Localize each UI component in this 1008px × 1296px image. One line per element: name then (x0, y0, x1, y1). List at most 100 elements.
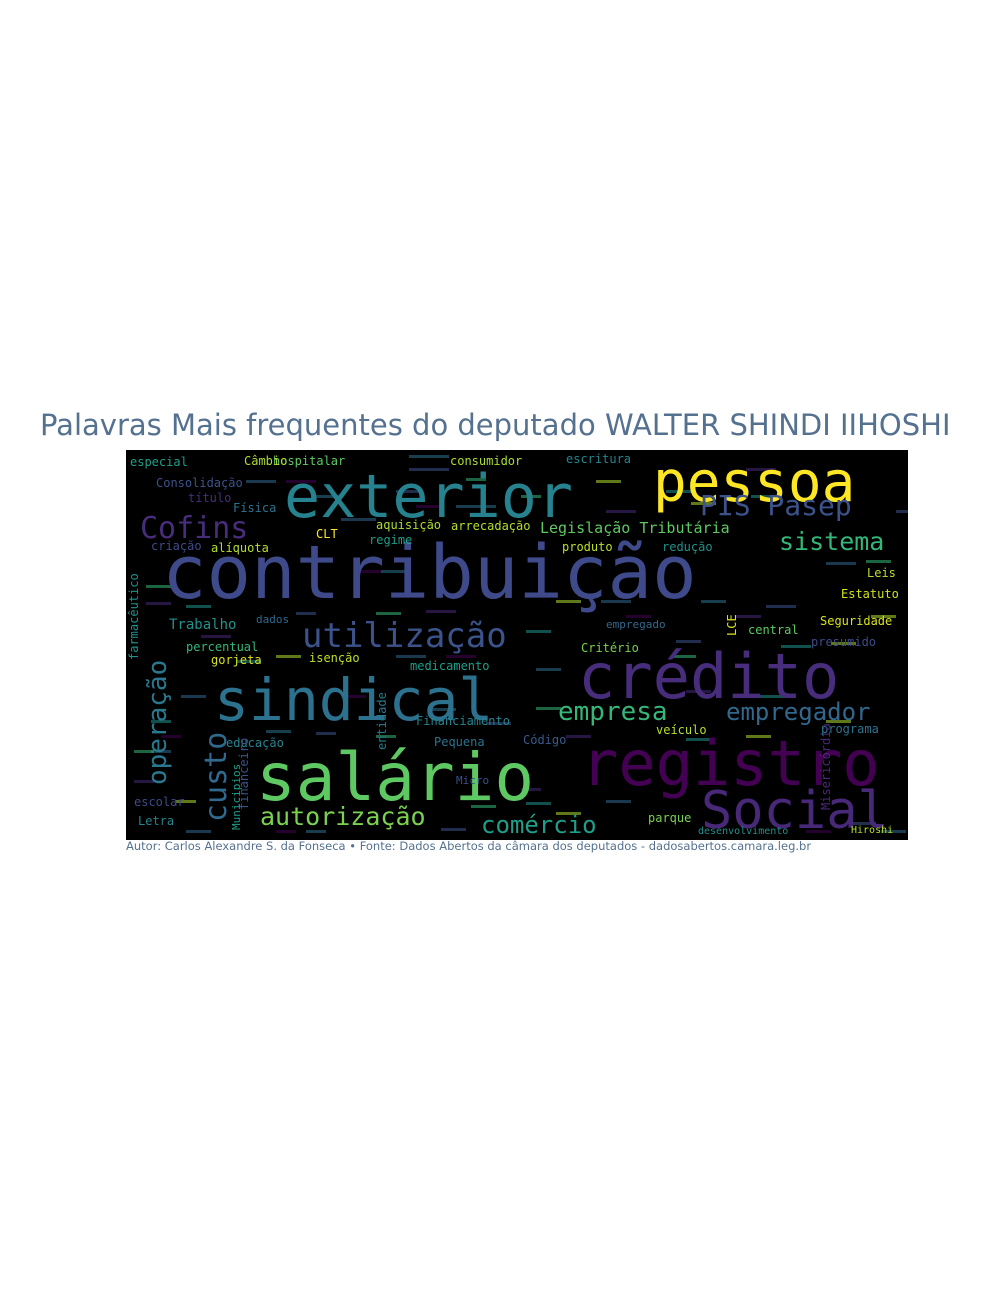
minor-word-mark (446, 655, 476, 658)
cloud-word: sistema (779, 527, 884, 556)
cloud-word: escritura (566, 452, 631, 466)
cloud-word: hospitalar (273, 454, 345, 468)
cloud-word: presumido (811, 635, 876, 649)
minor-word-mark (536, 707, 561, 710)
minor-word-mark (691, 502, 716, 505)
minor-word-mark (666, 490, 696, 493)
cloud-word: Misericórdia (819, 723, 833, 810)
minor-word-mark (456, 505, 496, 508)
minor-word-mark (134, 780, 154, 783)
minor-word-mark (151, 750, 171, 753)
minor-word-mark (781, 645, 811, 648)
cloud-word: isenção (309, 651, 360, 665)
cloud-word: comércio (481, 811, 597, 839)
cloud-word: produto (562, 540, 613, 554)
cloud-word: operação (143, 660, 173, 785)
cloud-word: parque (648, 811, 691, 825)
cloud-word: arrecadação (451, 519, 530, 533)
minor-word-mark (806, 830, 831, 833)
minor-word-mark (381, 570, 406, 573)
minor-word-mark (416, 505, 441, 508)
minor-word-mark (186, 830, 211, 833)
minor-word-mark (376, 612, 401, 615)
cloud-word: alíquota (211, 541, 269, 555)
minor-word-mark (201, 635, 231, 638)
cloud-word: empregado (606, 618, 666, 631)
minor-word-mark (396, 655, 426, 658)
page-title: Palavras Mais frequentes do deputado WAL… (40, 408, 951, 442)
cloud-word: Câmbio (244, 454, 287, 468)
cloud-word: autorização (260, 802, 426, 831)
cloud-word: Legislação Tributária (540, 519, 730, 537)
minor-word-mark (471, 805, 496, 808)
cloud-word: farmacêutico (127, 573, 141, 660)
cloud-word: medicamento (410, 659, 489, 673)
minor-word-mark (276, 655, 301, 658)
cloud-word: título (188, 491, 231, 505)
minor-word-mark (596, 480, 621, 483)
cloud-word: LCE (725, 614, 739, 636)
cloud-word: Critério (581, 641, 639, 655)
cloud-word: educação (226, 736, 284, 750)
cloud-word: Consolidação (156, 476, 243, 490)
minor-word-mark (146, 602, 171, 605)
cloud-word: aquisição (376, 518, 441, 532)
minor-word-mark (556, 600, 581, 603)
cloud-word: Cofins (140, 511, 248, 546)
cloud-word: Código (523, 733, 566, 747)
cloud-word: contribuição (162, 530, 697, 616)
minor-word-mark (236, 660, 261, 663)
source-footer: Autor: Carlos Alexandre S. da Fonseca • … (126, 839, 812, 853)
cloud-word: pessoa (653, 450, 855, 515)
minor-word-mark (686, 690, 711, 693)
minor-word-mark (756, 695, 786, 698)
cloud-word: criação (151, 539, 202, 553)
minor-word-mark (134, 750, 154, 753)
minor-word-mark (766, 605, 796, 608)
cloud-word: gorjeta (211, 653, 262, 667)
minor-word-mark (356, 570, 381, 573)
cloud-word: entidade (375, 692, 389, 750)
cloud-word: consumidor (450, 454, 522, 468)
minor-word-mark (341, 518, 376, 521)
minor-word-mark (671, 655, 696, 658)
cloud-word: utilização (302, 616, 507, 656)
minor-word-mark (736, 615, 761, 618)
minor-word-mark (871, 615, 896, 618)
minor-word-mark (161, 735, 181, 738)
cloud-word: percentual (186, 640, 258, 654)
minor-word-mark (296, 612, 316, 615)
cloud-word: CLT (316, 527, 338, 541)
minor-word-mark (341, 695, 366, 698)
cloud-word: escolar (134, 795, 185, 809)
minor-word-mark (626, 615, 651, 618)
cloud-word: Seguridade (820, 614, 892, 628)
cloud-word: registro (581, 727, 880, 800)
minor-word-mark (276, 830, 296, 833)
minor-word-mark (606, 800, 631, 803)
minor-word-mark (701, 600, 726, 603)
cloud-word: programa (821, 722, 879, 736)
minor-word-mark (431, 708, 456, 711)
cloud-word: exterior (284, 462, 573, 532)
cloud-word: empresa (558, 697, 668, 727)
minor-word-mark (866, 560, 891, 563)
minor-word-mark (826, 720, 851, 723)
minor-word-mark (601, 600, 631, 603)
cloud-word: Municipios (230, 764, 243, 830)
minor-word-mark (409, 468, 449, 471)
cloud-word: Hiroshi (851, 825, 893, 836)
cloud-word: Micro (456, 774, 489, 787)
cloud-word: redução (662, 540, 713, 554)
minor-word-mark (466, 478, 486, 481)
minor-word-mark (306, 830, 326, 833)
minor-word-mark (426, 610, 456, 613)
cloud-word: financeiro (237, 738, 251, 810)
minor-word-mark (746, 468, 776, 471)
minor-word-mark (521, 495, 541, 498)
minor-word-mark (486, 722, 511, 725)
cloud-word: Física (233, 501, 276, 515)
cloud-word: especial (130, 455, 188, 469)
minor-word-mark (566, 735, 591, 738)
